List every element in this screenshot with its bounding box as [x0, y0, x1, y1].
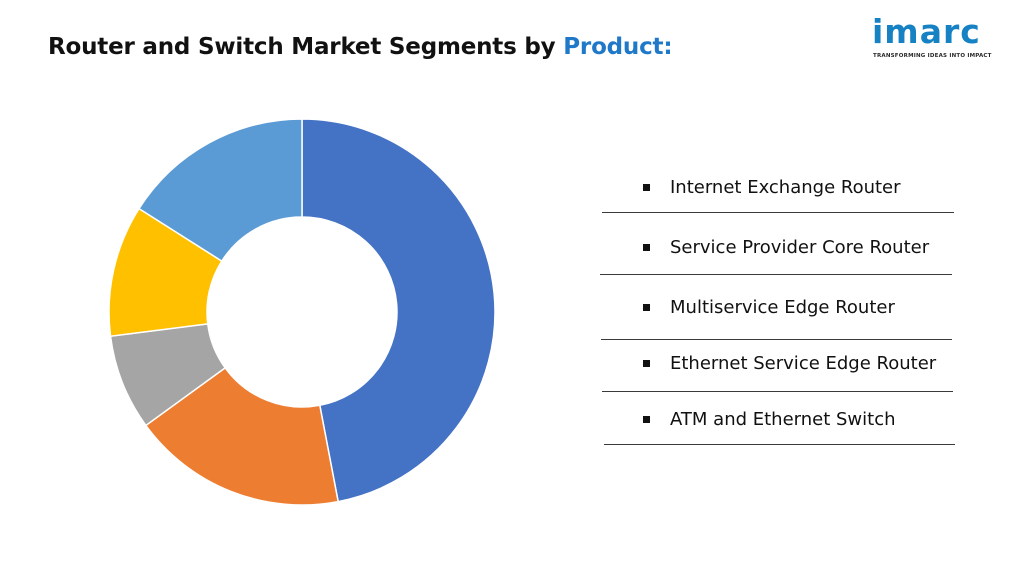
- donut-slice-internet-exchange-router: [301, 118, 496, 503]
- legend-label: Multiservice Edge Router: [670, 297, 895, 318]
- legend-divider: [604, 444, 955, 445]
- logo-tagline: TRANSFORMING IDEAS INTO IMPACT: [873, 53, 992, 59]
- donut-slice-atm-and-ethernet-switch: [138, 118, 303, 263]
- legend-label: Service Provider Core Router: [670, 237, 930, 258]
- legend-bullet-icon: [643, 416, 650, 423]
- legend-item-multiservice-edge-router: Multiservice Edge Router: [600, 280, 956, 336]
- legend-label: ATM and Ethernet Switch: [670, 409, 896, 430]
- legend-divider: [600, 274, 952, 275]
- legend-label: Internet Exchange Router: [670, 177, 901, 198]
- page-title: Router and Switch Market Segments by Pro…: [48, 34, 673, 60]
- legend-item-internet-exchange-router: Internet Exchange Router: [600, 160, 956, 216]
- legend-item-ethernet-service-edge-router: Ethernet Service Edge Router: [600, 336, 956, 392]
- legend-divider: [601, 339, 952, 340]
- legend-bullet-icon: [643, 244, 650, 251]
- legend-bullet-icon: [643, 360, 650, 367]
- title-highlight: Product:: [563, 34, 673, 60]
- legend-bullet-icon: [643, 304, 650, 311]
- legend-item-service-provider-core-router: Service Provider Core Router: [600, 220, 956, 276]
- legend-divider: [602, 391, 953, 392]
- imarc-logo: imarc TRANSFORMING IDEAS INTO IMPACT: [872, 14, 1008, 64]
- legend-bullet-icon: [643, 184, 650, 191]
- donut-slice-service-provider-core-router: [144, 366, 340, 506]
- logo-wordmark: imarc: [872, 12, 981, 51]
- title-prefix: Router and Switch Market Segments by: [48, 34, 564, 60]
- legend-divider: [602, 212, 954, 213]
- legend-item-atm-and-ethernet-switch: ATM and Ethernet Switch: [600, 392, 956, 448]
- legend-label: Ethernet Service Edge Router: [670, 353, 937, 374]
